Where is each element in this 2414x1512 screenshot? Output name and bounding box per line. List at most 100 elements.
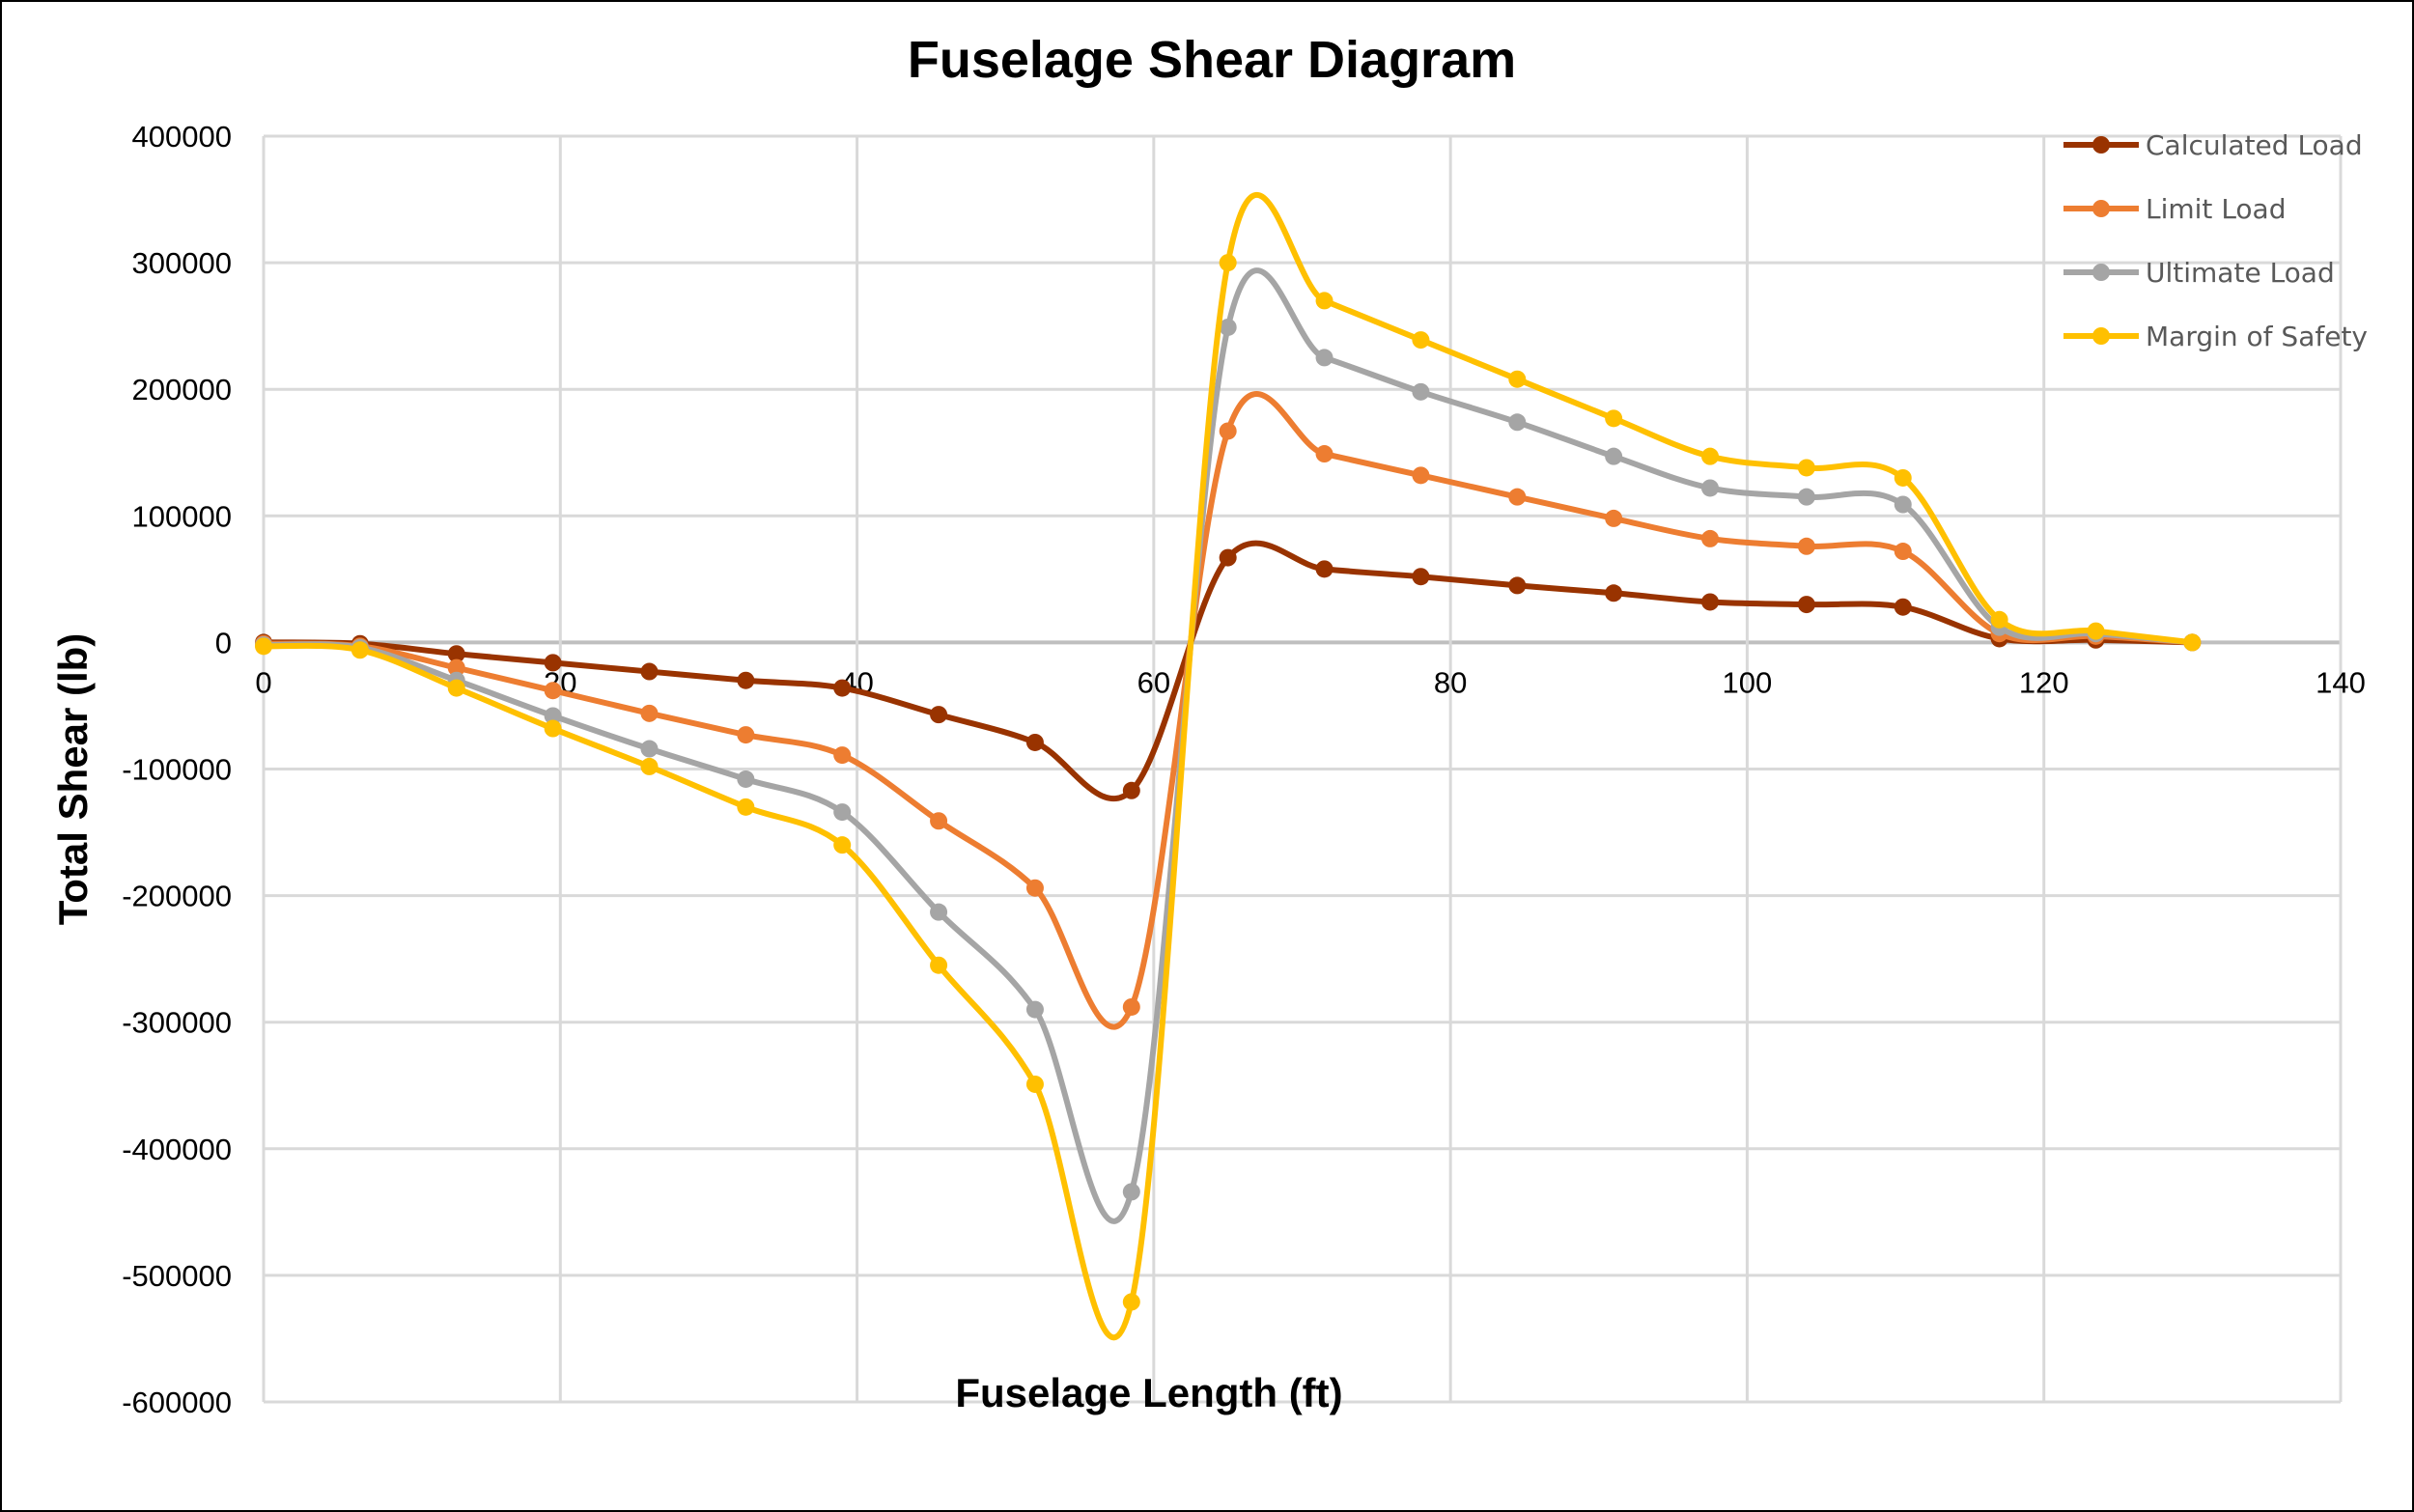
legend-marker-icon [2092,200,2110,217]
data-point [1315,560,1333,578]
data-point [833,679,852,697]
series-ultimate-load [255,267,2202,1224]
y-tick-label: -400000 [122,1133,232,1166]
data-point [544,719,562,738]
data-point [1508,370,1527,388]
legend: Calculated Load Limit Load Ultimate Load Ma… [2063,129,2368,352]
data-point [1797,537,1815,555]
data-point [255,637,272,656]
data-point [930,903,948,921]
data-series [255,192,2202,1341]
data-point [1315,349,1333,367]
data-point [544,654,562,672]
data-point [1412,331,1430,350]
legend-label: Ultimate Load [2146,257,2335,289]
x-tick-label: 80 [1434,665,1467,699]
data-point [1797,596,1815,614]
data-point [833,803,852,822]
data-point [737,770,755,788]
data-point [833,746,852,765]
data-point [2183,633,2202,652]
data-point [1894,495,1912,514]
legend-label: Calculated Load [2146,129,2363,161]
y-axis-ticks: 400000 300000 200000 100000 0 -100000 -200000 -… [122,120,232,1419]
data-point [737,726,755,744]
data-point [1122,781,1140,799]
x-tick-label: 60 [1137,665,1170,699]
x-tick-label: 140 [2316,665,2366,699]
y-tick-label: -500000 [122,1259,232,1293]
y-tick-label: -300000 [122,1006,232,1040]
data-point [930,812,948,830]
data-point [1894,543,1912,561]
y-tick-label: 200000 [132,373,232,406]
data-point [640,704,659,722]
y-tick-label: 300000 [132,246,232,280]
data-point [1605,409,1623,428]
data-point [1508,488,1527,506]
legend-item: Ultimate Load [2063,257,2335,289]
data-point [1508,413,1527,432]
data-point [1122,1293,1140,1311]
data-point [1122,997,1140,1016]
data-point [1605,584,1623,602]
data-point [351,641,369,659]
data-point [1701,529,1720,547]
data-point [737,671,755,689]
legend-marker-icon [2092,264,2110,281]
gridlines [262,134,2343,1404]
data-point [1315,445,1333,463]
series-margin-of-safety [255,192,2202,1341]
data-point [447,645,465,663]
data-point [1412,568,1430,586]
x-tick-label: 100 [1723,665,1773,699]
legend-marker-icon [2092,136,2110,154]
y-tick-label: -600000 [122,1386,232,1419]
y-tick-label: 400000 [132,120,232,154]
legend-label: Limit Load [2146,193,2286,225]
data-point [1412,382,1430,401]
data-point [1219,254,1237,272]
y-tick-label: -100000 [122,753,232,787]
chart-title: Fuselage Shear Diagram [908,31,1516,89]
legend-item: Calculated Load [2063,129,2363,161]
data-point [1701,447,1720,465]
data-point [1219,318,1237,336]
data-point [1025,1000,1044,1019]
y-tick-label: -200000 [122,880,232,913]
data-point [1219,422,1237,440]
y-axis-title: Total Shear (lb) [50,633,96,926]
y-tick-label: 100000 [132,499,232,533]
data-point [544,682,562,700]
legend-label: Margin of Safety [2146,321,2368,352]
data-point [1122,1183,1140,1201]
data-point [640,662,659,681]
data-point [447,679,465,697]
data-point [544,707,562,725]
data-point [1025,1075,1044,1093]
data-point [1219,548,1237,567]
data-point [1894,468,1912,487]
data-point [447,658,465,677]
x-axis-title: Fuselage Length (ft) [955,1370,1342,1415]
data-point [1315,292,1333,310]
y-tick-label: 0 [215,626,232,659]
x-tick-label: 0 [255,665,271,699]
legend-item: Margin of Safety [2063,321,2368,352]
data-point [1701,479,1720,497]
x-tick-label: 120 [2019,665,2069,699]
legend-marker-icon [2092,327,2110,345]
legend-item: Limit Load [2063,193,2286,225]
data-point [737,798,755,816]
data-point [1701,593,1720,611]
data-point [1894,598,1912,616]
data-point [930,706,948,724]
data-point [930,956,948,974]
data-point [1797,459,1815,477]
data-point [833,836,852,854]
data-point [1605,447,1623,465]
data-point [1797,488,1815,506]
data-point [1605,509,1623,527]
